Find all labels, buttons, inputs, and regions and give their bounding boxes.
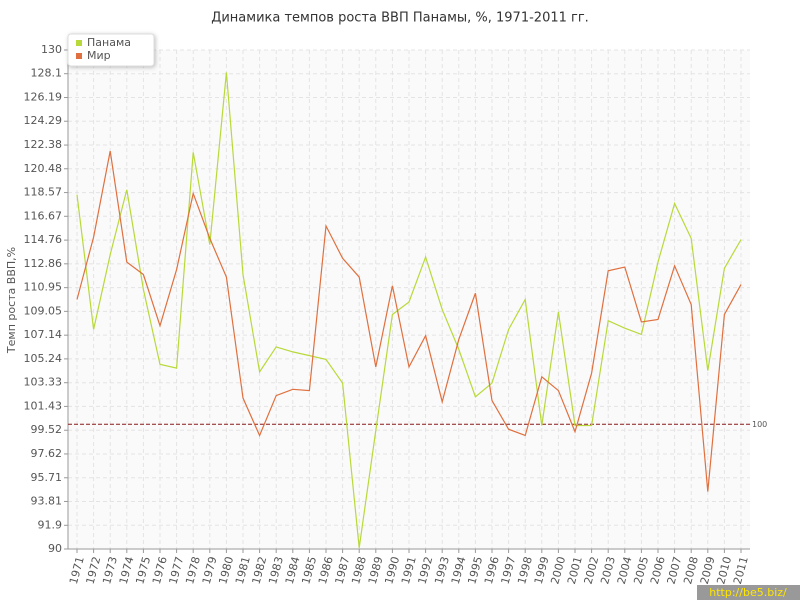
chart-title: Динамика темпов роста ВВП Панамы, %, 197… <box>211 11 589 26</box>
y-tick-label: 120.48 <box>24 162 63 175</box>
y-tick-label: 90 <box>48 542 62 555</box>
y-tick-label: 124.29 <box>24 114 63 127</box>
y-tick-label: 114.76 <box>24 233 63 246</box>
series-line <box>76 150 742 492</box>
y-tick-label: 130 <box>41 43 62 56</box>
plot-background <box>68 50 750 549</box>
y-tick-label: 93.81 <box>31 494 63 507</box>
series-line <box>76 72 742 548</box>
y-tick-label: 99.52 <box>31 423 63 436</box>
x-tick-label: 2011 <box>731 555 751 585</box>
y-tick-label: 101.43 <box>24 399 63 412</box>
y-tick-label: 107.14 <box>24 328 63 341</box>
legend-label: Панама <box>87 36 131 49</box>
y-tick-label: 109.05 <box>24 304 63 317</box>
y-axis-label: Темп роста ВВП,% <box>5 247 18 354</box>
y-tick-label: 116.67 <box>24 209 63 222</box>
y-tick-label: 103.33 <box>24 376 63 389</box>
y-tick-label: 126.19 <box>24 91 63 104</box>
watermark: http://be5.biz/ <box>709 586 787 599</box>
y-tick-label: 110.95 <box>24 281 63 294</box>
watermark-box <box>697 585 800 600</box>
y-tick-label: 118.57 <box>24 186 63 199</box>
legend-box <box>67 33 155 67</box>
y-tick-label: 128.1 <box>31 67 63 80</box>
y-tick-label: 105.24 <box>24 352 63 365</box>
y-tick-label: 97.62 <box>31 447 63 460</box>
y-tick-label: 95.71 <box>31 471 63 484</box>
y-tick-label: 122.38 <box>24 138 63 151</box>
legend-label: Мир <box>87 49 111 62</box>
y-tick-label: 91.9 <box>38 518 63 531</box>
legend-swatch <box>76 40 82 46</box>
reference-label: 100 <box>752 420 767 429</box>
legend-swatch <box>76 53 82 59</box>
y-tick-label: 112.86 <box>24 257 63 270</box>
